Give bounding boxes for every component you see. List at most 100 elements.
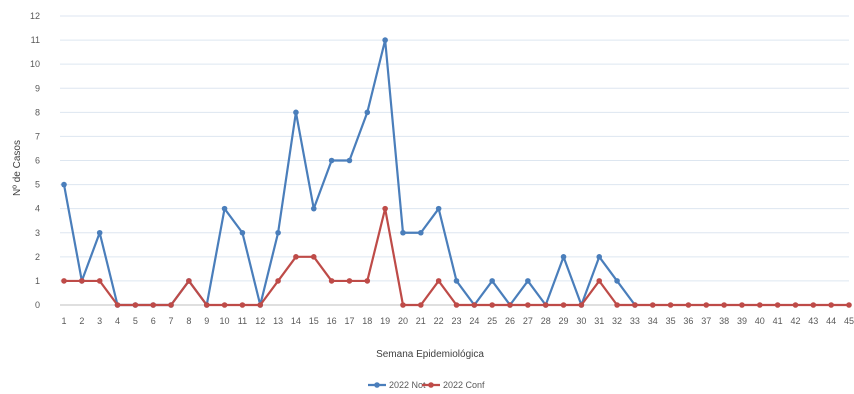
x-axis-ticks: 1 2 3 4 5 6 7 8 9 10 11 12 13 14 15 16 17 18 19 20 21 22 23 24 2… [61,316,854,326]
x-axis-title: Semana Epidemiológica [376,349,484,360]
x-tick-label: 25 [487,316,497,326]
y-tick-label: 11 [31,35,40,45]
data-point [418,229,424,236]
x-tick-label: 16 [327,316,337,326]
x-tick-label: 29 [559,316,569,326]
data-point [721,302,727,308]
data-point [453,278,460,284]
data-point [61,181,67,188]
y-tick-label: 9 [35,83,40,93]
data-point [61,278,67,284]
data-point [239,229,246,236]
data-point [703,302,710,308]
y-tick-label: 4 [35,204,40,214]
data-point [364,109,371,116]
data-point [400,229,406,236]
data-point [435,205,442,212]
x-tick-label: 38 [719,316,729,326]
series-1 [61,37,638,308]
data-point [774,302,781,308]
y-tick-label: 3 [35,228,40,238]
data-point [346,278,353,284]
data-point [96,229,103,236]
data-point [542,302,549,308]
data-point [756,302,763,308]
data-point [186,278,192,284]
data-point [453,302,460,308]
data-point [382,205,388,212]
data-point [239,302,246,308]
y-axis-title: Nº de Casos [12,140,23,196]
y-tick-label: 8 [35,107,40,117]
x-tick-label: 19 [380,316,390,326]
data-point [96,278,103,284]
x-tick-label: 15 [309,316,319,326]
y-tick-label: 12 [30,11,40,21]
x-tick-label: 12 [255,316,265,326]
x-tick-label: 11 [238,316,247,326]
data-point [739,302,745,308]
x-tick-label: 7 [169,316,174,326]
y-tick-label: 5 [35,180,40,190]
data-point [275,278,281,284]
x-tick-label: 33 [630,316,640,326]
data-point [418,302,424,308]
x-tick-label: 31 [594,316,604,326]
y-tick-label: 1 [35,276,40,286]
x-tick-label: 3 [97,316,102,326]
data-point [293,254,299,260]
x-tick-label: 21 [416,316,426,326]
data-point [632,302,638,308]
x-tick-label: 37 [701,316,711,326]
legend: 2022 Not 2022 Conf [368,380,485,390]
data-point [667,302,674,308]
x-tick-label: 2 [79,316,84,326]
data-point [489,302,495,308]
data-point [275,229,281,236]
x-tick-label: 45 [844,316,854,326]
data-point [400,302,406,308]
data-point [168,302,174,308]
data-point [596,254,603,260]
data-point [471,302,478,308]
x-tick-label: 17 [344,316,354,326]
x-tick-label: 39 [737,316,747,326]
data-point [310,205,317,212]
data-point [846,302,852,308]
data-point [525,278,531,284]
data-point [132,302,139,308]
x-tick-label: 9 [204,316,209,326]
data-point [293,109,299,116]
x-tick-label: 34 [648,316,658,326]
data-point [560,302,567,308]
x-tick-label: 22 [434,316,444,326]
y-tick-label: 2 [35,252,40,262]
y-tick-label: 7 [35,131,40,141]
data-point [810,302,817,308]
x-tick-label: 44 [826,316,836,326]
series-line [62,38,636,307]
x-tick-label: 32 [612,316,622,326]
data-point [828,302,834,308]
x-tick-label: 24 [469,316,479,326]
legend-swatch-marker [428,382,434,388]
data-point [150,302,157,308]
data-point [525,302,531,308]
x-tick-label: 8 [186,316,191,326]
data-point [649,302,656,308]
series-lines [61,37,852,308]
data-point [257,302,264,308]
data-point [614,302,620,308]
x-tick-label: 23 [451,316,461,326]
legend-swatch-marker [374,382,380,388]
data-point [203,302,210,308]
data-point [382,37,388,43]
data-point [507,302,513,308]
x-tick-label: 27 [523,316,533,326]
x-tick-label: 42 [790,316,800,326]
x-tick-label: 6 [151,316,156,326]
x-tick-label: 35 [666,316,676,326]
data-point [489,278,495,284]
y-tick-label: 6 [35,156,40,166]
